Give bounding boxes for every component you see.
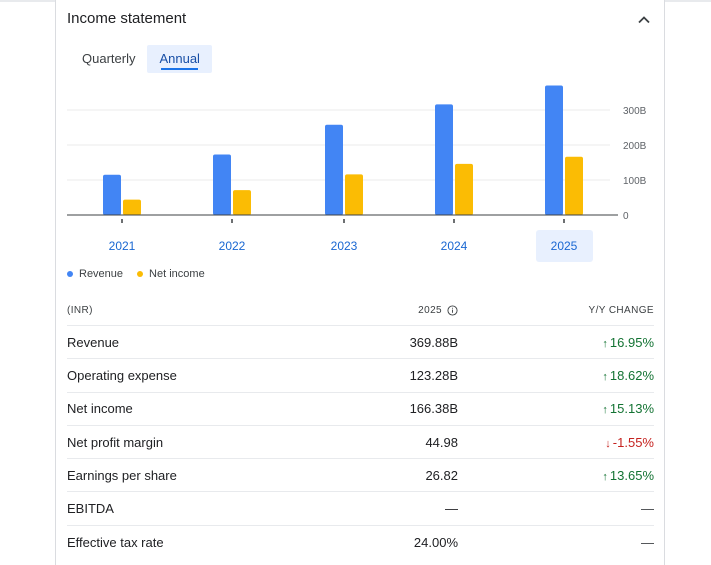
y-tick-label: 200B [623,141,647,152]
tab-quarterly[interactable]: Quarterly [82,51,136,66]
arrow-up-icon: ↑ [602,470,608,483]
net-income-bar [123,199,141,215]
row-change: ↓ -1.55% [458,435,654,450]
row-label: Operating expense [67,367,177,383]
net-income-bar [455,163,473,215]
row-label: Revenue [67,334,120,350]
row-value: 44.98 [425,434,458,450]
table-row: Revenue 369.88B ↑ 16.95% [67,326,654,360]
income-chart: 0 100B 200B 300B 2021 2022 2023 2024 2025 [67,85,647,262]
row-change-value: 18.62% [609,367,654,383]
table-row: Operating expense 123.28B ↑ 18.62% [67,359,654,393]
row-label: Net profit margin [67,434,164,450]
y-tick-label: 0 [623,211,629,222]
row-label: Earnings per share [67,467,177,483]
table-body: Revenue 369.88B ↑ 16.95% Operating expense 12… [67,326,654,559]
net-income-dot-icon [137,271,144,277]
header-change: Y/Y CHANGE [588,304,654,316]
revenue-bar [545,85,563,216]
row-value: — [445,501,458,517]
period-tabs: Quarterly Annual [70,45,212,73]
row-change: ↑ 16.95% [458,335,654,350]
row-value: 123.28B [409,367,458,383]
y-tick-label: 100B [623,176,647,187]
table-row: Net profit margin 44.98 ↓ -1.55% [67,426,654,460]
row-label: EBITDA [67,501,114,517]
x-tick-label: 2025 [551,239,578,253]
row-change: ↑ 13.65% [458,468,654,483]
income-statement-card: Income statement Quarterly Annual 0 100B 2… [55,0,665,565]
arrow-up-icon: ↑ [602,370,608,383]
table-row: EBITDA — — [67,492,654,526]
revenue-dot-icon [67,271,73,277]
table-header: (INR) 2025 Y/Y CHANGE [67,295,654,326]
row-change-value: 13.65% [609,467,654,483]
chevron-up-icon[interactable] [634,10,654,30]
revenue-bar [435,104,453,215]
header-currency: (INR) [67,304,93,316]
row-value: 369.88B [409,334,458,350]
arrow-up-icon: ↑ [602,404,608,417]
row-label: Effective tax rate [67,534,164,550]
table-row: Earnings per share 26.82 ↑ 13.65% [67,459,654,493]
row-value: 26.82 [425,467,458,483]
tab-annual[interactable]: Annual [147,45,212,73]
x-tick-label: 2023 [331,239,358,253]
row-label: Net income [67,401,133,417]
revenue-bar [325,124,343,215]
chart-legend: Revenue Net income [67,268,219,280]
arrow-down-icon: ↓ [605,437,611,450]
net-income-bar [233,190,251,215]
income-table: (INR) 2025 Y/Y CHANGE Revenue 369.88B ↑ 16.… [67,295,654,559]
header-year: 2025 [367,305,458,316]
row-change-value: 16.95% [609,334,654,350]
table-row: Effective tax rate 24.00% — [67,526,654,559]
revenue-bar [213,154,231,215]
table-row: Net income 166.38B ↑ 15.13% [67,393,654,426]
row-change-value: -1.55% [612,434,654,450]
arrow-up-icon: ↑ [602,337,608,350]
header-year-label: 2025 [418,304,442,316]
row-value: 24.00% [413,534,458,550]
net-income-bar [565,156,583,215]
row-value: 166.38B [409,401,458,417]
x-tick-label: 2022 [219,239,246,253]
info-icon[interactable] [447,304,458,316]
row-change: ↑ 18.62% [458,368,654,383]
y-tick-label: 300B [623,106,647,117]
legend-revenue-label: Revenue [79,268,124,280]
row-change: — [458,535,654,550]
revenue-bar [103,174,121,215]
legend-net-income: Net income [137,268,205,280]
x-tick-label: 2021 [109,239,136,253]
row-change-value: — [641,501,654,517]
row-change: ↑ 15.13% [458,401,654,416]
selected-year-highlight [536,230,593,262]
row-change-value: 15.13% [609,401,654,417]
legend-revenue: Revenue [67,268,123,280]
row-change: — [458,501,654,516]
x-tick-label: 2024 [441,239,468,253]
row-change-value: — [641,534,654,550]
net-income-bar [345,174,363,215]
legend-net-income-label: Net income [149,268,205,280]
card-title: Income statement [67,10,187,27]
